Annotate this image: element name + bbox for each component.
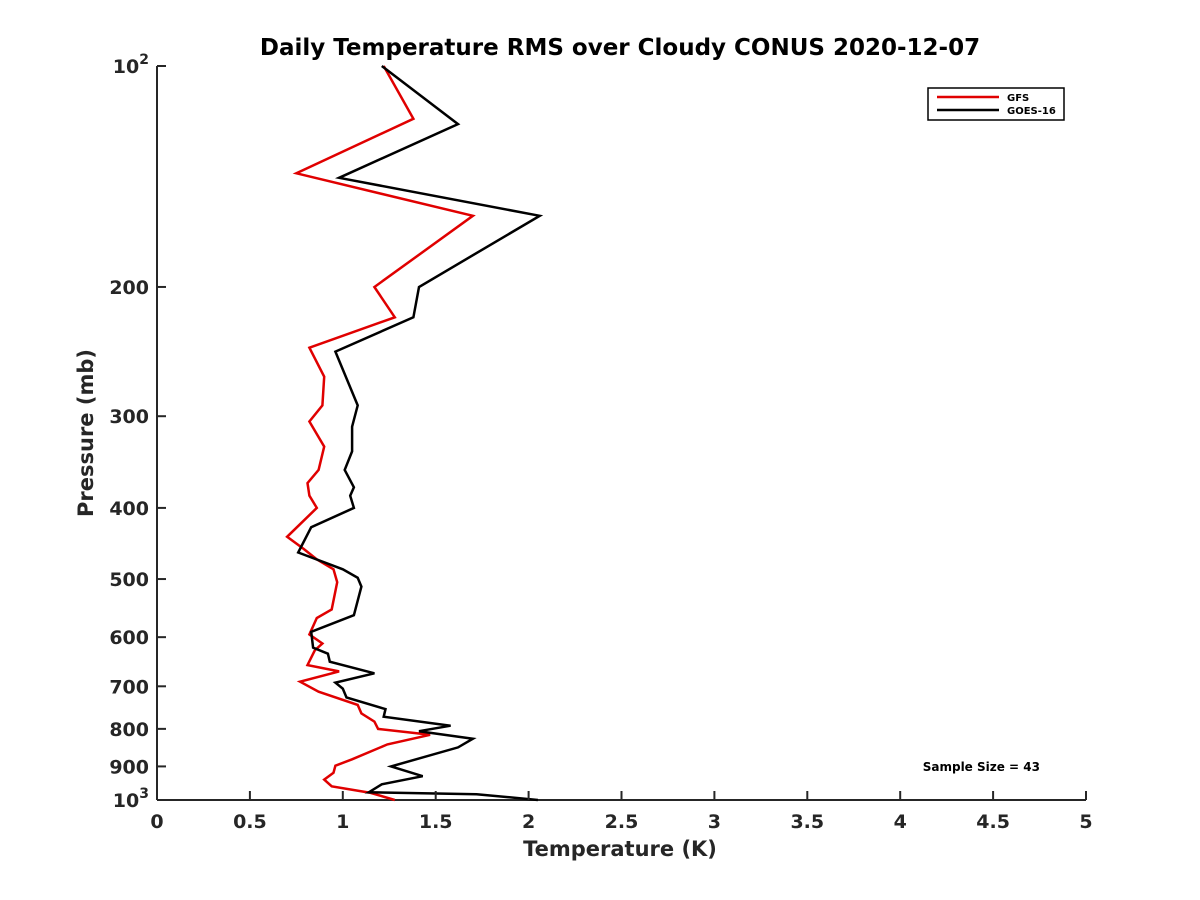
series-line-goes16: [296, 65, 544, 802]
x-tick-label: 4.5: [976, 811, 1010, 833]
x-tick-label: 4: [894, 811, 907, 833]
y-tick-label: 103: [113, 786, 149, 812]
x-axis-ticks: 0 0.5 1 1.5 2 2.5 3 3.5 4 4.5 5: [150, 791, 1093, 833]
x-tick-label: 3: [708, 811, 721, 833]
chart-legend: GFS GOES-16: [927, 87, 1065, 121]
x-tick-label: 3.5: [790, 811, 824, 833]
y-tick-label: 500: [109, 569, 149, 591]
chart-title: Daily Temperature RMS over Cloudy CONUS …: [260, 35, 980, 61]
y-tick-label: 600: [109, 627, 149, 649]
legend-label-goes16: GOES-16: [1007, 106, 1056, 117]
y-axis-label: Pressure (mb): [74, 349, 98, 517]
y-tick-label: 300: [109, 406, 149, 428]
series-layer: [285, 65, 544, 802]
y-tick-label: 800: [109, 719, 149, 741]
legend-label-gfs: GFS: [1007, 93, 1029, 104]
series-line-gfs: [285, 65, 476, 802]
x-tick-label: 1.5: [419, 811, 453, 833]
x-tick-label: 5: [1079, 811, 1092, 833]
y-tick-label: 900: [109, 756, 149, 778]
x-axis-label: Temperature (K): [523, 837, 717, 861]
y-tick-label: 700: [109, 676, 149, 698]
x-tick-label: 0: [150, 811, 163, 833]
plot-area: 0 0.5 1 1.5 2 2.5 3 3.5 4 4.5 5 1 0 2 200 300 400 500 600…: [109, 52, 1092, 833]
x-tick-label: 2: [522, 811, 535, 833]
x-tick-label: 2.5: [605, 811, 639, 833]
y-tick-label: 400: [109, 498, 149, 520]
x-tick-label: 0.5: [233, 811, 267, 833]
legend-box: [927, 87, 1065, 121]
sample-size-annotation: Sample Size = 43: [923, 760, 1040, 774]
y-tick-label: 200: [109, 277, 149, 299]
x-tick-label: 1: [336, 811, 349, 833]
